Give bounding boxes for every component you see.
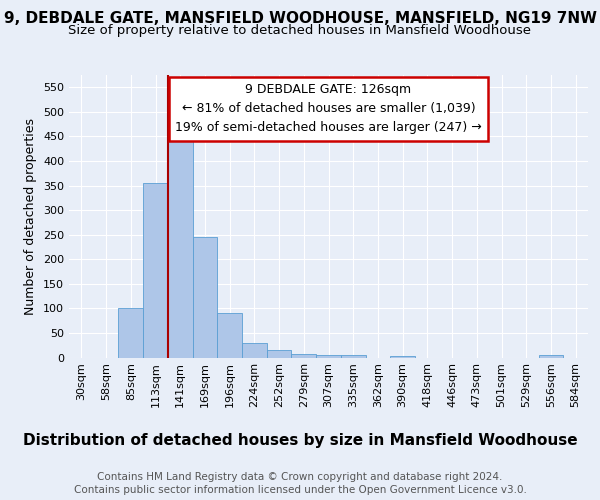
Y-axis label: Number of detached properties: Number of detached properties: [25, 118, 37, 315]
Bar: [143, 183, 168, 358]
Bar: [341, 355, 365, 358]
Bar: [316, 355, 341, 358]
Text: 9, DEBDALE GATE, MANSFIELD WOODHOUSE, MANSFIELD, NG19 7NW: 9, DEBDALE GATE, MANSFIELD WOODHOUSE, MA…: [4, 11, 596, 26]
Text: Contains public sector information licensed under the Open Government Licence v3: Contains public sector information licen…: [74, 485, 526, 495]
Bar: [118, 308, 143, 358]
Bar: [168, 136, 193, 358]
Bar: [390, 356, 415, 358]
Text: Size of property relative to detached houses in Mansfield Woodhouse: Size of property relative to detached ho…: [68, 24, 532, 37]
Bar: [193, 237, 217, 358]
Text: Distribution of detached houses by size in Mansfield Woodhouse: Distribution of detached houses by size …: [23, 432, 577, 448]
Bar: [242, 343, 267, 357]
Text: Contains HM Land Registry data © Crown copyright and database right 2024.: Contains HM Land Registry data © Crown c…: [97, 472, 503, 482]
Bar: [539, 355, 563, 358]
Bar: [292, 354, 316, 358]
Bar: [217, 314, 242, 358]
Bar: [267, 350, 292, 358]
Text: 9 DEBDALE GATE: 126sqm
← 81% of detached houses are smaller (1,039)
19% of semi-: 9 DEBDALE GATE: 126sqm ← 81% of detached…: [175, 84, 482, 134]
